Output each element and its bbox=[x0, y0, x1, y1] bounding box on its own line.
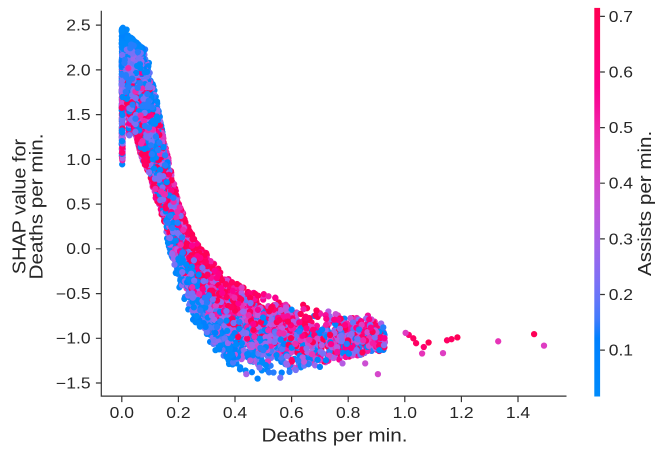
svg-text:1.0: 1.0 bbox=[66, 152, 90, 169]
svg-text:0.6: 0.6 bbox=[279, 405, 303, 422]
svg-text:0.5: 0.5 bbox=[609, 120, 633, 137]
svg-text:0.3: 0.3 bbox=[609, 231, 633, 248]
svg-text:0.7: 0.7 bbox=[609, 9, 633, 26]
svg-text:Deaths per min.: Deaths per min. bbox=[26, 134, 47, 280]
svg-text:0.2: 0.2 bbox=[166, 405, 190, 422]
svg-text:1.4: 1.4 bbox=[506, 405, 530, 422]
svg-text:1.0: 1.0 bbox=[393, 405, 417, 422]
svg-text:0.8: 0.8 bbox=[336, 405, 360, 422]
svg-text:0.5: 0.5 bbox=[66, 196, 90, 213]
svg-text:1.5: 1.5 bbox=[66, 107, 90, 124]
svg-text:0.1: 0.1 bbox=[609, 342, 633, 359]
svg-text:−1.5: −1.5 bbox=[56, 375, 91, 392]
svg-text:−1.0: −1.0 bbox=[56, 331, 91, 348]
svg-text:2.5: 2.5 bbox=[66, 17, 90, 34]
svg-text:SHAP value for: SHAP value for bbox=[10, 138, 30, 274]
svg-text:2.0: 2.0 bbox=[66, 62, 90, 79]
svg-text:0.6: 0.6 bbox=[609, 64, 633, 81]
svg-text:Assists per min.: Assists per min. bbox=[635, 131, 656, 276]
svg-text:0.4: 0.4 bbox=[223, 405, 247, 422]
svg-text:−0.5: −0.5 bbox=[56, 286, 91, 303]
svg-text:0.0: 0.0 bbox=[110, 405, 134, 422]
svg-text:0.4: 0.4 bbox=[609, 176, 633, 193]
svg-text:Deaths per min.: Deaths per min. bbox=[262, 425, 408, 446]
svg-text:0.2: 0.2 bbox=[609, 287, 633, 304]
svg-text:0.0: 0.0 bbox=[66, 241, 90, 258]
svg-text:1.2: 1.2 bbox=[449, 405, 473, 422]
